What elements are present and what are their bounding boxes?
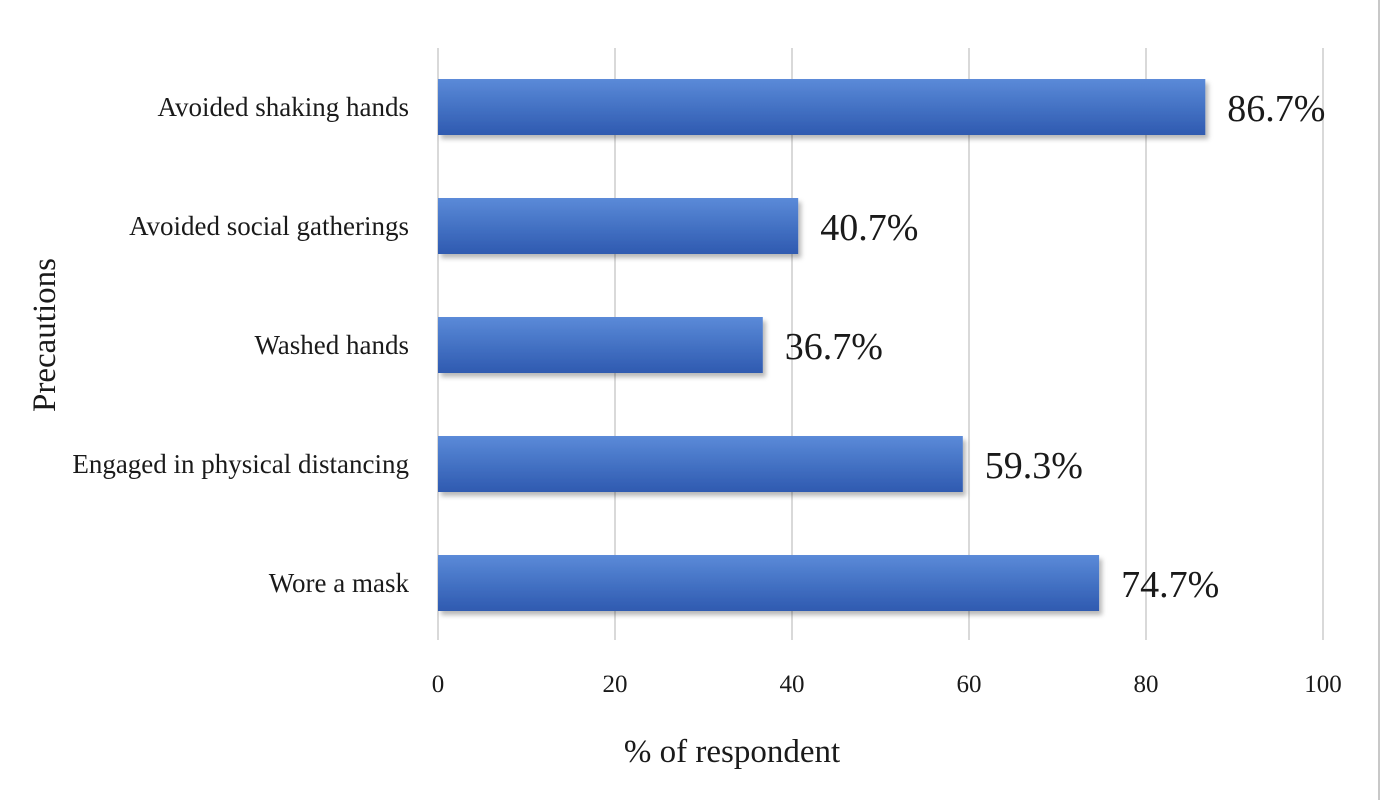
x-tick-labels: 0 20 40 60 80 100 (432, 671, 1342, 698)
x-tick-label: 80 (1134, 671, 1159, 698)
category-label: Avoided shaking hands (158, 92, 409, 122)
x-tick-label: 60 (957, 671, 982, 698)
x-tick-label: 100 (1304, 671, 1342, 698)
bar (438, 317, 763, 373)
category-label: Wore a mask (269, 568, 410, 598)
x-tick-label: 20 (603, 671, 628, 698)
x-axis-title: % of respondent (624, 734, 840, 770)
bar-data-label: 36.7% (785, 326, 883, 368)
bar (438, 79, 1206, 135)
category-label: Avoided social gatherings (129, 211, 409, 241)
data-labels: 86.7% 40.7% 36.7% 59.3% 74.7% (785, 88, 1326, 606)
bar (438, 555, 1100, 611)
category-label: Washed hands (254, 330, 409, 360)
y-axis-title: Precautions (27, 258, 63, 412)
category-label: Engaged in physical distancing (72, 449, 409, 479)
bar-data-label: 40.7% (820, 207, 918, 249)
bar-data-label: 74.7% (1121, 564, 1219, 606)
category-labels: Avoided shaking hands Avoided social gath… (72, 92, 409, 598)
bar-data-label: 86.7% (1227, 88, 1325, 130)
x-tick-label: 40 (780, 671, 805, 698)
bar (438, 436, 963, 492)
bars (438, 79, 1206, 611)
bar (438, 198, 799, 254)
x-tick-label: 0 (432, 671, 445, 698)
bar-data-label: 59.3% (985, 445, 1083, 487)
